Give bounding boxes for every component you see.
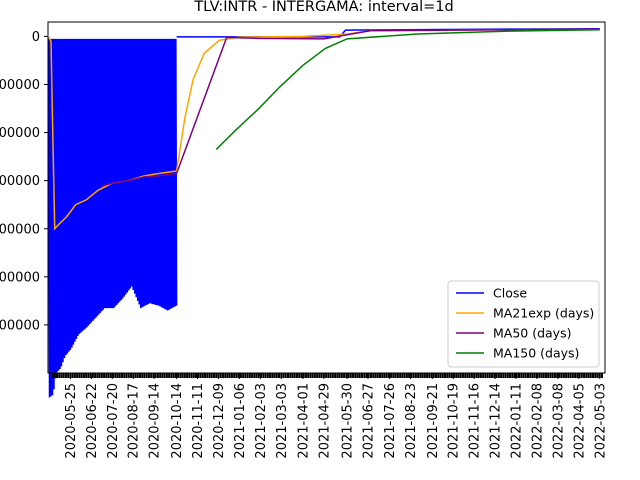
legend-label-close: Close	[493, 286, 527, 301]
x-tick-label: 2021-09-21	[426, 383, 441, 459]
y-tick-label: 0	[32, 30, 40, 45]
x-tick-label: 2021-12-14	[489, 383, 504, 459]
x-tick-label: 2020-09-14	[148, 383, 163, 459]
x-tick-label: 2020-06-22	[85, 383, 100, 459]
legend-box	[447, 280, 600, 368]
y-tick-label: 00000	[0, 222, 40, 237]
legend: Close MA21exp (days) MA50 (days) MA150 (day…	[447, 280, 600, 368]
legend-label-ma150-days: MA150 (days)	[493, 346, 579, 361]
x-tick-label: 2022-03-08	[551, 383, 566, 459]
x-tick-label: 2022-02-08	[530, 383, 545, 459]
x-tick-label: 2020-10-14	[170, 383, 185, 459]
x-tick-label: 2020-12-09	[212, 383, 227, 459]
series-ma21exp-days-line	[48, 28, 600, 231]
y-tick-label: 00000	[0, 174, 40, 189]
series-ma150-days-line	[215, 28, 600, 150]
x-tick-label: 2021-05-30	[341, 383, 356, 459]
x-tick-label: 2021-04-29	[317, 383, 332, 459]
x-tick-label: 2020-07-20	[106, 383, 121, 459]
x-tick-label: 2022-01-11	[510, 383, 525, 459]
y-tick-label: 00000	[0, 126, 40, 141]
x-tick-label: 2021-06-27	[361, 383, 376, 459]
plot-area	[48, 27, 600, 398]
y-tick-label: 00000	[0, 78, 40, 93]
x-tick-label: 2022-04-05	[572, 383, 587, 459]
legend-label-ma50-days: MA50 (days)	[493, 326, 571, 341]
x-tick-label: 2021-11-16	[468, 383, 483, 459]
y-tick-label: 00000	[0, 270, 40, 285]
x-tick-label: 2020-05-25	[64, 383, 79, 459]
x-tick-label: 2021-08-23	[404, 383, 419, 459]
x-tick-label: 2020-11-11	[191, 383, 206, 459]
x-tick-label: 2022-05-03	[593, 383, 608, 459]
x-tick-label: 2021-02-03	[254, 383, 269, 459]
x-tick-label: 2021-04-01	[296, 383, 311, 459]
legend-label-ma21exp-days: MA21exp (days)	[493, 306, 594, 321]
x-tick-label: 2020-08-17	[127, 383, 142, 459]
x-axis: 2020-05-25 2020-06-22 2020-07-20 2020-08-17…	[51, 373, 608, 459]
chart-title: TLV:INTR - INTERGAMA: interval=1d	[193, 0, 453, 15]
series-close-oscillation	[48, 38, 178, 398]
x-tick-label: 2021-03-03	[275, 383, 290, 459]
x-tick-label: 2021-10-19	[447, 383, 462, 459]
x-tick-label: 2021-01-06	[233, 383, 248, 459]
series-ma50-days-line	[100, 28, 600, 188]
y-tick-label: 00000	[0, 318, 40, 333]
x-tick-label: 2021-07-26	[383, 383, 398, 459]
